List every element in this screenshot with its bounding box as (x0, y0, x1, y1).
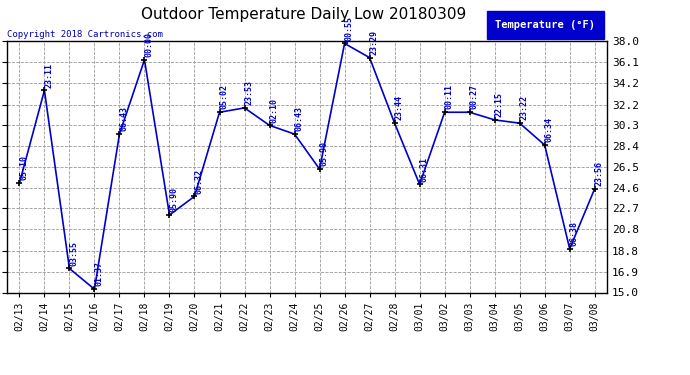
Text: 23:29: 23:29 (369, 30, 378, 55)
Text: 05:02: 05:02 (219, 84, 228, 109)
Text: Temperature (°F): Temperature (°F) (495, 20, 595, 30)
Text: 00:11: 00:11 (444, 84, 453, 109)
Text: 03:55: 03:55 (69, 241, 78, 266)
Text: 05:90: 05:90 (169, 187, 178, 212)
Text: 06:31: 06:31 (420, 157, 428, 182)
FancyBboxPatch shape (487, 11, 604, 39)
Text: 06:32: 06:32 (194, 169, 203, 194)
Text: Outdoor Temperature Daily Low 20180309: Outdoor Temperature Daily Low 20180309 (141, 8, 466, 22)
Text: 22:15: 22:15 (494, 92, 503, 117)
Text: 05:10: 05:10 (19, 156, 28, 180)
Text: 23:56: 23:56 (594, 161, 603, 186)
Text: Copyright 2018 Cartronics.com: Copyright 2018 Cartronics.com (7, 30, 163, 39)
Text: 02:10: 02:10 (269, 98, 278, 123)
Text: 23:53: 23:53 (244, 80, 253, 105)
Text: 06:34: 06:34 (544, 117, 553, 142)
Text: 00:00: 00:00 (144, 32, 153, 57)
Text: 05:90: 05:90 (319, 141, 328, 166)
Text: 00:27: 00:27 (469, 84, 478, 109)
Text: 23:22: 23:22 (520, 95, 529, 120)
Text: 06:38: 06:38 (569, 221, 578, 246)
Text: 00:55: 00:55 (344, 16, 353, 40)
Text: 01:37: 01:37 (94, 261, 103, 286)
Text: 06:43: 06:43 (119, 106, 128, 131)
Text: 23:44: 23:44 (394, 95, 403, 120)
Text: 06:43: 06:43 (294, 106, 303, 131)
Text: 23:11: 23:11 (44, 63, 53, 88)
